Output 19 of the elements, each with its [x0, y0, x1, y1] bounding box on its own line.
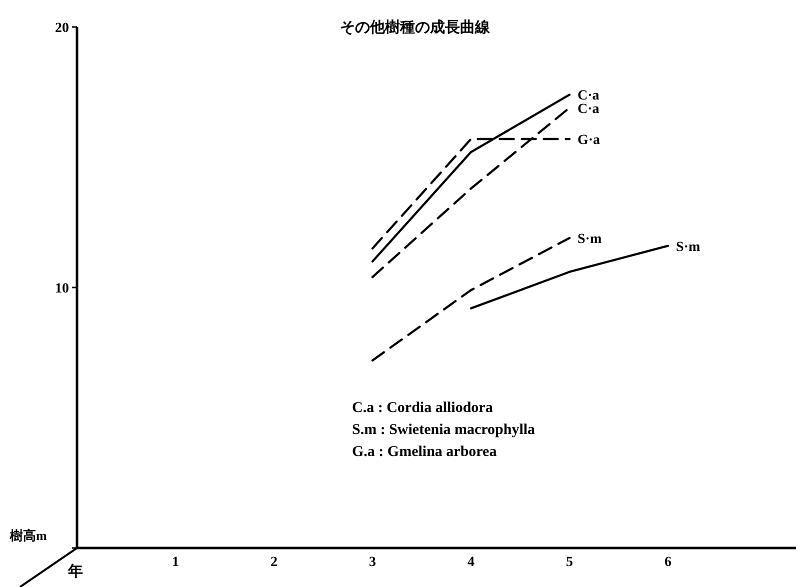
x-tick-label: 2 [270, 555, 278, 570]
x-tick-label: 6 [664, 555, 672, 570]
y-tick-label: 10 [55, 282, 69, 296]
series-label: C·a [578, 102, 600, 117]
x-tick-label: 4 [468, 555, 474, 570]
y-tick-label: 20 [55, 21, 69, 36]
y-axis-title: 樹高m [9, 528, 47, 543]
chart-title: その他樹種の成長曲線 [340, 19, 491, 36]
annotation: C.a : Cordia alliodora [352, 400, 494, 416]
annotation: S.m : Swietenia macrophylla [352, 422, 536, 438]
x-axis-title: 年 [67, 563, 83, 580]
x-tick-label: 5 [566, 555, 573, 570]
annotation: G.a : Gmelina arborea [352, 444, 498, 460]
series-label: C·a [578, 88, 600, 104]
series-label: G·a [578, 133, 600, 148]
series-label: S·m [578, 232, 602, 248]
series-label: S·m [676, 240, 700, 255]
x-tick-label: 1 [172, 555, 179, 570]
x-tick-label: 3 [369, 555, 376, 570]
